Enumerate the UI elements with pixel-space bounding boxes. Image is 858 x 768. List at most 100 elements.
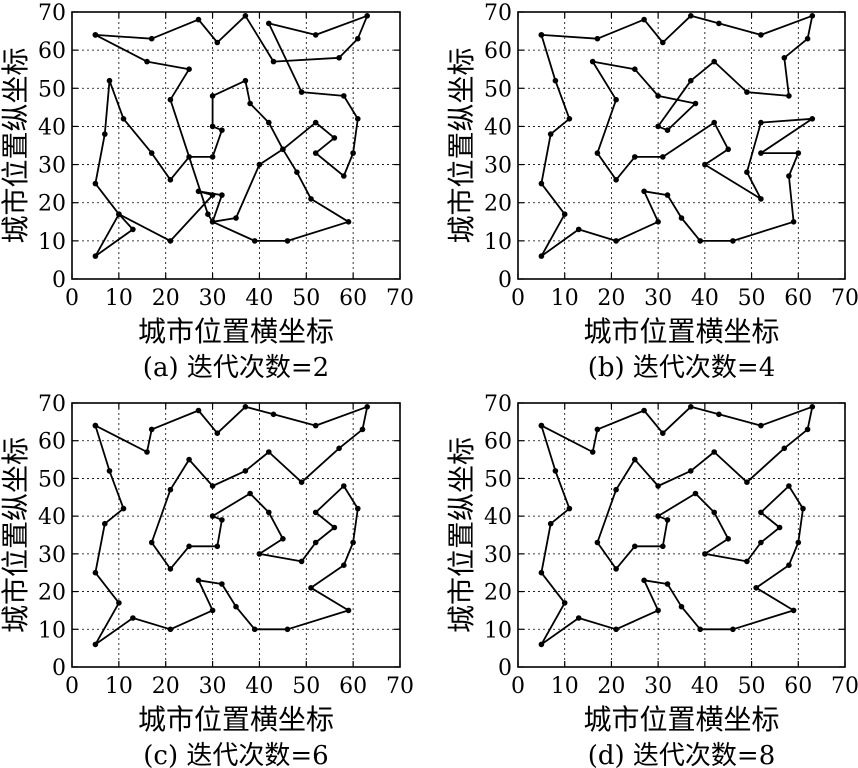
y-tick-label-c-4: 40 — [38, 505, 66, 530]
x-axis-label-a: 城市位置横坐标 — [138, 315, 334, 348]
city-point-a-18 — [312, 119, 319, 126]
city-point-d-44 — [575, 615, 582, 621]
y-tick-label-a-4: 40 — [38, 115, 66, 140]
city-point-b-38 — [678, 215, 685, 221]
x-axis-label-d: 城市位置横坐标 — [583, 703, 779, 736]
city-point-a-45 — [345, 219, 352, 225]
city-point-c-10 — [336, 445, 342, 452]
city-point-d-18 — [613, 566, 619, 572]
city-point-c-2 — [148, 426, 155, 433]
city-point-a-3 — [214, 39, 221, 46]
city-point-a-55 — [144, 58, 150, 65]
y-tick-label-b-3: 30 — [484, 154, 512, 179]
city-point-d-20 — [660, 543, 666, 550]
city-point-c-37 — [284, 626, 291, 633]
city-point-a-38 — [167, 238, 174, 244]
city-point-d-31 — [786, 483, 792, 489]
y-tick-label-d-4: 40 — [484, 505, 512, 530]
city-point-a-47 — [294, 169, 300, 175]
city-point-b-17 — [655, 93, 661, 99]
x-tick-label-d-5: 50 — [738, 674, 766, 699]
y-tick-label-c-6: 60 — [38, 430, 66, 455]
city-point-a-54 — [186, 66, 192, 72]
city-point-c-19 — [186, 543, 192, 550]
city-point-a-26 — [209, 154, 216, 160]
city-point-a-36 — [92, 253, 99, 259]
city-point-a-12 — [341, 93, 347, 99]
city-point-d-2 — [594, 426, 601, 433]
city-point-b-1 — [594, 35, 601, 42]
x-tick-label-d-2: 20 — [597, 674, 625, 699]
grid-c — [72, 403, 400, 667]
city-point-c-30 — [312, 509, 319, 516]
city-point-d-46 — [561, 600, 568, 606]
x-tick-label-d-6: 60 — [784, 674, 812, 699]
city-point-b-26 — [725, 146, 731, 153]
city-point-a-35 — [130, 226, 136, 233]
city-point-c-22 — [209, 513, 216, 519]
y-tick-label-b-6: 60 — [484, 39, 512, 64]
city-point-a-21 — [247, 100, 253, 107]
x-tick-label-b-3: 30 — [644, 286, 672, 311]
y-axis-label-c: 城市位置纵坐标 — [0, 437, 32, 633]
city-point-c-49 — [120, 505, 127, 512]
city-point-c-40 — [219, 581, 225, 587]
x-tick-label-c-1: 10 — [105, 674, 133, 699]
y-tick-label-b-1: 10 — [484, 230, 512, 255]
city-point-c-14 — [209, 483, 216, 489]
city-point-d-43 — [613, 626, 619, 633]
city-point-c-33 — [350, 539, 356, 546]
city-point-a-31 — [106, 77, 113, 84]
x-axis-label-c: 城市位置横坐标 — [138, 703, 334, 736]
city-point-b-42 — [613, 238, 619, 244]
city-point-a-14 — [350, 150, 356, 156]
city-point-d-8 — [809, 404, 816, 410]
grid-d — [518, 403, 845, 667]
x-tick-label-b-7: 70 — [831, 286, 858, 311]
city-point-b-5 — [716, 20, 722, 27]
city-point-a-41 — [219, 192, 225, 198]
y-axis-label-a: 城市位置纵坐标 — [0, 47, 32, 243]
city-point-b-32 — [758, 150, 764, 156]
city-point-d-16 — [613, 486, 619, 493]
city-point-c-20 — [214, 543, 221, 550]
city-point-b-43 — [575, 226, 582, 233]
y-tick-label-d-1: 10 — [484, 618, 512, 643]
city-point-a-52 — [205, 211, 211, 217]
city-point-b-9 — [781, 55, 788, 61]
x-axis-label-b: 城市位置横坐标 — [583, 315, 779, 348]
city-point-b-50 — [538, 32, 545, 38]
city-point-c-47 — [92, 569, 99, 576]
city-point-b-7 — [809, 13, 816, 19]
city-point-a-23 — [209, 93, 216, 99]
city-point-a-24 — [209, 123, 216, 130]
y-axis-label-d: 城市位置纵坐标 — [445, 437, 478, 633]
city-point-a-56 — [92, 32, 99, 38]
city-point-b-15 — [664, 127, 671, 133]
city-point-c-7 — [312, 422, 319, 429]
city-point-b-34 — [786, 173, 792, 179]
y-tick-label-c-2: 20 — [38, 581, 66, 606]
y-tick-label-b-4: 40 — [484, 115, 512, 140]
city-point-b-10 — [786, 93, 792, 99]
city-point-c-48 — [102, 520, 108, 527]
city-point-a-2 — [195, 16, 202, 23]
city-point-b-24 — [660, 154, 666, 160]
city-point-c-44 — [130, 615, 136, 621]
city-point-b-14 — [655, 123, 661, 130]
city-point-b-45 — [561, 211, 568, 217]
city-point-a-6 — [336, 55, 342, 61]
city-point-a-22 — [242, 77, 249, 84]
y-tick-label-b-5: 50 — [484, 77, 512, 102]
city-point-d-27 — [744, 558, 750, 565]
x-tick-label-c-5: 50 — [292, 674, 320, 699]
city-point-b-41 — [655, 219, 661, 225]
y-tick-label-a-3: 30 — [38, 154, 66, 179]
city-point-b-23 — [632, 154, 638, 160]
city-point-a-17 — [331, 135, 338, 141]
x-tick-label-a-4: 40 — [245, 286, 273, 311]
city-point-d-26 — [702, 551, 708, 557]
city-point-d-7 — [758, 422, 764, 429]
x-tick-label-a-0: 0 — [65, 286, 79, 311]
